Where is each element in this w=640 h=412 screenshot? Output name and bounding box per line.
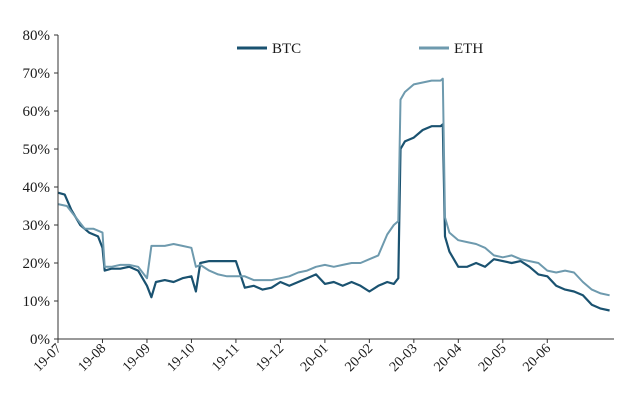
- x-tick-label: 20-05: [476, 341, 510, 375]
- x-tick-label: 20-04: [431, 341, 465, 375]
- y-tick-label: 70%: [23, 66, 51, 82]
- y-tick-label: 50%: [23, 142, 51, 158]
- legend-label-eth: ETH: [454, 41, 483, 57]
- y-tick-label: 0%: [30, 332, 50, 348]
- x-tick-label: 20-06: [520, 341, 554, 375]
- y-tick-label: 40%: [23, 180, 51, 196]
- legend-item-btc: BTC: [237, 41, 301, 57]
- y-axis-ticks: 0% 10% 20% 30% 40% 50% 60% 70% 80%: [23, 28, 58, 348]
- y-tick-label: 20%: [23, 256, 51, 272]
- series-line-btc: [57, 123, 610, 312]
- legend-item-eth: ETH: [419, 41, 483, 57]
- x-tick-label: 19-11: [209, 341, 242, 374]
- x-tick-label: 19-08: [76, 341, 110, 375]
- y-tick-label: 10%: [23, 294, 51, 310]
- x-axis-ticks: 19-07 19-08 19-09 19-10 19-11 19-12 20-01 20-02…: [31, 339, 554, 375]
- series-layer: [57, 77, 610, 312]
- legend: BTC ETH: [237, 41, 483, 57]
- x-tick-label: 19-10: [165, 341, 199, 375]
- y-tick-label: 60%: [23, 104, 51, 120]
- series-line-eth: [57, 77, 610, 297]
- y-tick-label: 80%: [23, 28, 51, 44]
- y-tick-label: 30%: [23, 218, 51, 234]
- legend-label-btc: BTC: [272, 41, 301, 57]
- x-tick-label: 19-09: [120, 341, 154, 375]
- x-tick-label: 20-02: [342, 341, 376, 375]
- x-tick-label: 20-03: [387, 341, 421, 375]
- x-tick-label: 20-01: [298, 341, 332, 375]
- x-tick-label: 19-12: [254, 341, 288, 375]
